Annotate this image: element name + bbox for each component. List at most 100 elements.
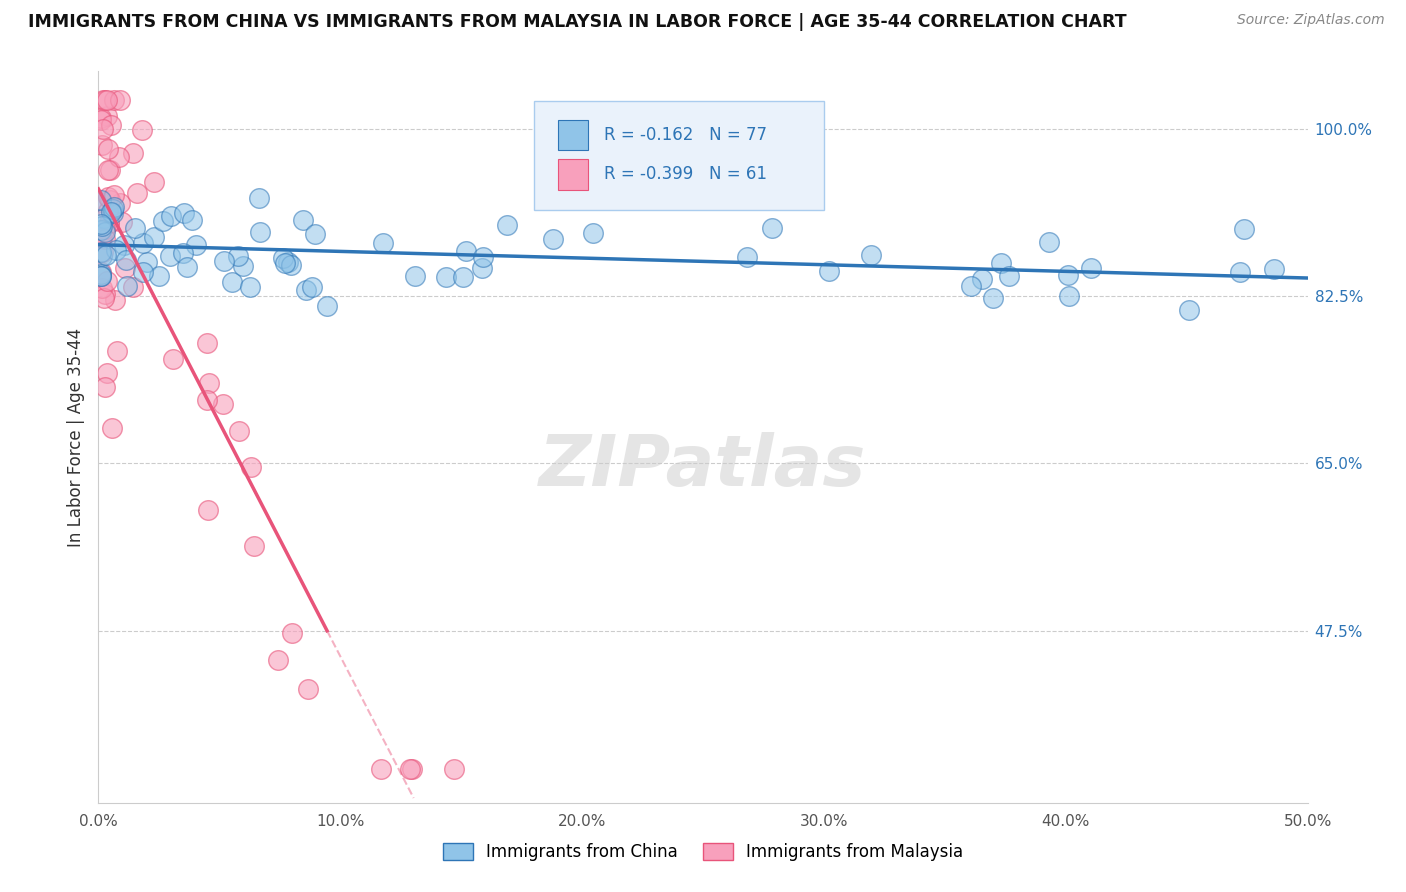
- Point: [148, 268, 170, 283]
- Point: [90, 194, 112, 209]
- Point: [1057, 289, 1080, 303]
- Point: [228, 424, 250, 438]
- Text: IMMIGRANTS FROM CHINA VS IMMIGRANTS FROM MALAYSIA IN LABOR FORCE | AGE 35-44 COR: IMMIGRANTS FROM CHINA VS IMMIGRANTS FROM…: [28, 13, 1126, 31]
- Point: [184, 237, 207, 252]
- Point: [281, 625, 304, 640]
- Point: [91, 137, 114, 152]
- Point: [398, 762, 420, 776]
- Point: [94, 232, 117, 246]
- Text: Source: ZipAtlas.com: Source: ZipAtlas.com: [1237, 13, 1385, 28]
- Point: [543, 232, 565, 246]
- Point: [274, 256, 297, 270]
- Point: [127, 186, 149, 201]
- Point: [91, 93, 114, 107]
- Point: [104, 293, 127, 307]
- Point: [108, 93, 131, 107]
- Point: [94, 225, 117, 239]
- Point: [93, 244, 115, 259]
- Point: [297, 681, 319, 696]
- Point: [98, 216, 121, 230]
- Point: [96, 93, 118, 107]
- Point: [232, 259, 254, 273]
- Point: [103, 93, 125, 107]
- Point: [90, 223, 112, 237]
- Point: [292, 213, 315, 227]
- Point: [97, 216, 120, 230]
- Text: ZIPatlas: ZIPatlas: [540, 432, 866, 500]
- Point: [90, 231, 112, 245]
- Point: [456, 244, 478, 258]
- FancyBboxPatch shape: [558, 159, 588, 190]
- Point: [100, 421, 122, 435]
- Point: [990, 256, 1012, 270]
- Point: [267, 652, 290, 666]
- Point: [172, 246, 194, 260]
- Point: [315, 299, 337, 313]
- Point: [301, 279, 323, 293]
- Point: [401, 762, 423, 776]
- Point: [124, 220, 146, 235]
- Point: [96, 366, 118, 380]
- Point: [90, 193, 112, 207]
- FancyBboxPatch shape: [558, 120, 588, 151]
- Point: [451, 269, 474, 284]
- Point: [737, 251, 759, 265]
- Point: [94, 248, 117, 262]
- Point: [97, 190, 120, 204]
- Point: [101, 202, 124, 217]
- Point: [105, 343, 128, 358]
- Point: [970, 272, 993, 286]
- Point: [115, 252, 138, 267]
- Point: [195, 335, 218, 350]
- Point: [97, 142, 120, 156]
- Point: [94, 222, 117, 236]
- Point: [122, 146, 145, 161]
- Point: [90, 249, 112, 263]
- Point: [93, 211, 115, 226]
- FancyBboxPatch shape: [534, 101, 824, 211]
- Point: [97, 163, 120, 178]
- Point: [90, 265, 112, 279]
- Point: [197, 503, 219, 517]
- Point: [110, 195, 132, 210]
- Point: [152, 214, 174, 228]
- Point: [1263, 261, 1285, 276]
- Point: [998, 268, 1021, 283]
- Point: [818, 264, 841, 278]
- Point: [176, 260, 198, 274]
- Point: [226, 249, 249, 263]
- Point: [1038, 235, 1060, 249]
- Point: [1178, 302, 1201, 317]
- Point: [277, 254, 299, 268]
- Text: R = -0.162   N = 77: R = -0.162 N = 77: [603, 126, 766, 144]
- Point: [115, 279, 138, 293]
- Point: [271, 251, 294, 265]
- Point: [239, 280, 262, 294]
- Point: [131, 122, 153, 136]
- Point: [197, 376, 219, 390]
- Point: [247, 191, 270, 205]
- Point: [93, 291, 115, 305]
- Point: [761, 221, 783, 235]
- Point: [304, 227, 326, 241]
- Point: [582, 226, 605, 240]
- Point: [240, 459, 263, 474]
- Point: [90, 219, 112, 233]
- Point: [960, 279, 983, 293]
- Point: [404, 268, 426, 283]
- Point: [1080, 260, 1102, 275]
- Point: [96, 109, 118, 123]
- Point: [90, 269, 112, 284]
- Point: [103, 188, 125, 202]
- Point: [91, 121, 114, 136]
- Legend: Immigrants from China, Immigrants from Malaysia: Immigrants from China, Immigrants from M…: [436, 836, 970, 868]
- Point: [111, 215, 134, 229]
- Point: [90, 269, 112, 284]
- Point: [221, 275, 243, 289]
- Point: [1056, 268, 1078, 282]
- Point: [142, 175, 165, 189]
- Point: [181, 213, 204, 227]
- Point: [173, 206, 195, 220]
- Point: [114, 261, 136, 276]
- Point: [122, 280, 145, 294]
